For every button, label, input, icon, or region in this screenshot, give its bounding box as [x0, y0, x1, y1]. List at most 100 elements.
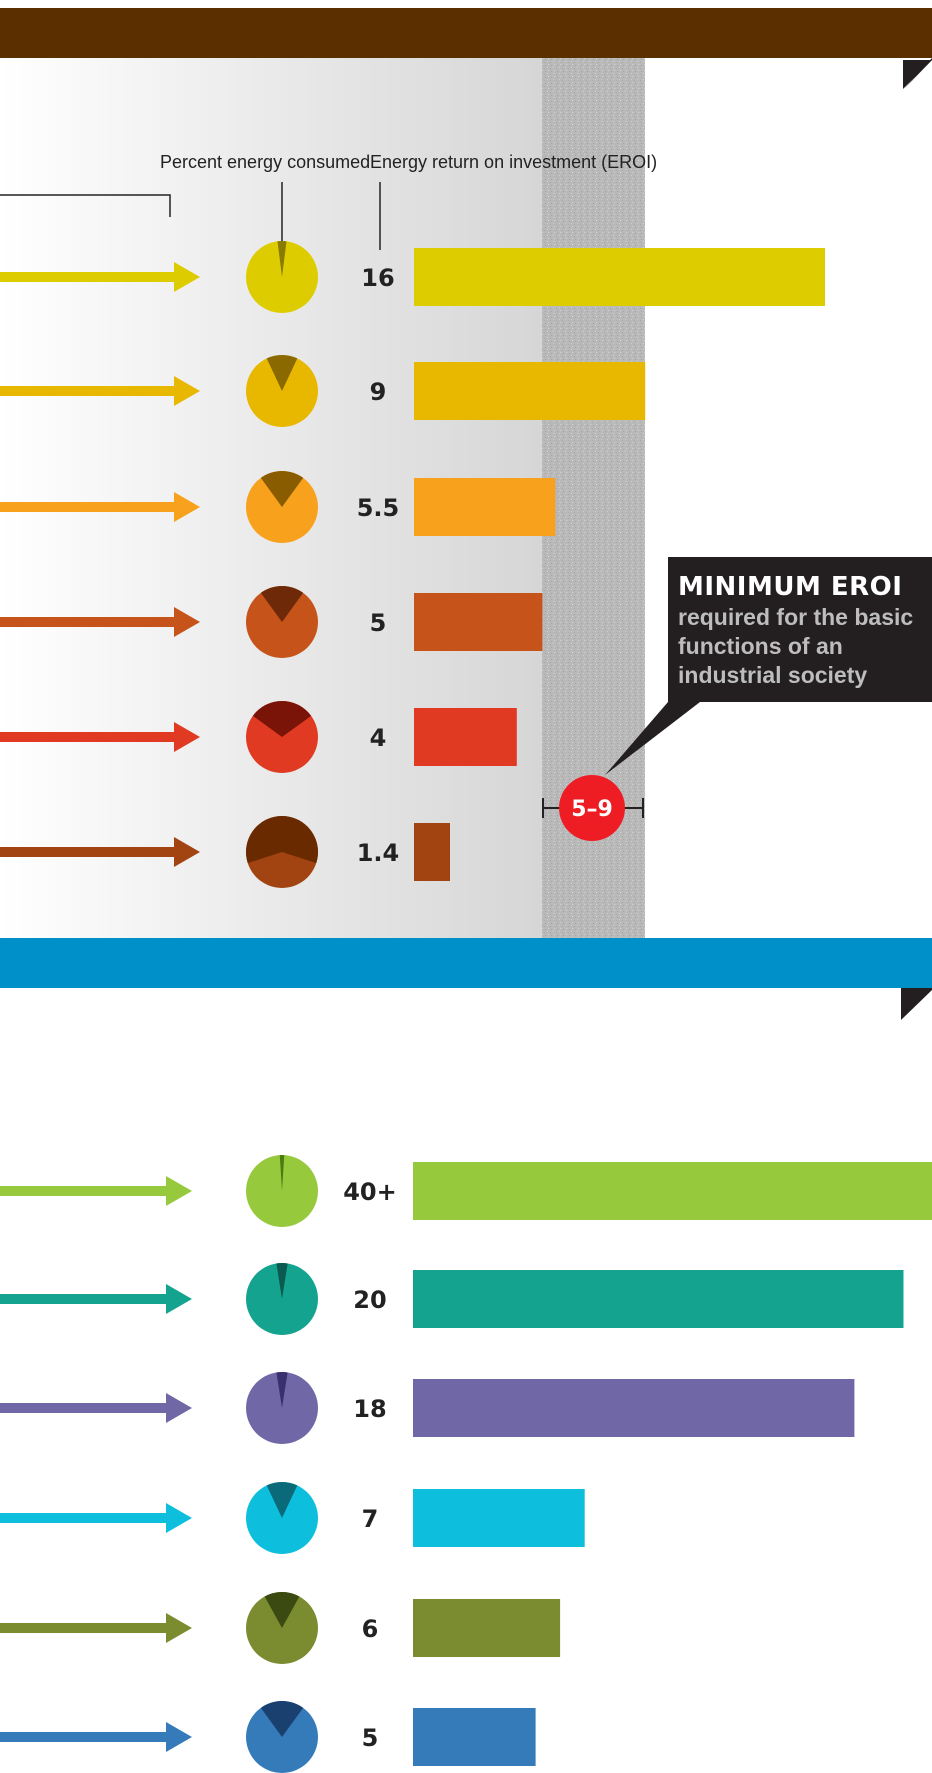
- arrow-shaft: [0, 502, 176, 512]
- value-label-1-1: 16: [361, 264, 394, 292]
- arrow-2-1: [0, 1176, 192, 1206]
- arrow-head: [174, 376, 200, 406]
- range-circle: [559, 775, 625, 841]
- pie-slice: [266, 355, 298, 391]
- arrow-1-5: [0, 722, 200, 752]
- arrow-head: [174, 837, 200, 867]
- arrow-head: [174, 607, 200, 637]
- bar-2-1: [413, 1162, 932, 1220]
- bar-1-2: [414, 362, 646, 420]
- callout-box: [605, 557, 932, 775]
- arrow-head: [174, 722, 200, 752]
- pie-slice: [260, 586, 304, 622]
- percent-energy-label: Percent energy consumed: [160, 152, 370, 172]
- arrow-2-2: [0, 1284, 192, 1314]
- arrow-1-3: [0, 492, 200, 522]
- bar-1-6: [414, 823, 450, 881]
- value-label-1-2: 9: [370, 378, 387, 406]
- pie-slice: [276, 1262, 288, 1299]
- arrow-shaft: [0, 847, 176, 857]
- arrow-1-2: [0, 376, 200, 406]
- value-label-1-5: 4: [370, 724, 387, 752]
- callout-line-2: functions of an: [678, 633, 843, 659]
- pie-slice: [246, 816, 318, 864]
- range-marker: 5–9: [542, 775, 644, 841]
- bar-2-2: [413, 1270, 904, 1328]
- arrow-head: [174, 262, 200, 292]
- arrow-shaft: [0, 1186, 168, 1196]
- pie-slice: [260, 1701, 304, 1737]
- arrow-shaft: [0, 1623, 168, 1633]
- arrow-head: [166, 1393, 192, 1423]
- pie-slice: [260, 471, 304, 507]
- min-eroi-callout: MINIMUM EROI required for the basic func…: [605, 557, 932, 775]
- value-label-2-4: 7: [362, 1505, 379, 1533]
- arrow-head: [166, 1284, 192, 1314]
- pie-2-1: [246, 1154, 318, 1227]
- pie-1-2: [246, 355, 318, 427]
- pie-slice: [276, 1371, 288, 1408]
- pie-2-3: [246, 1371, 318, 1444]
- bar-1-1: [414, 248, 825, 306]
- arrow-2-4: [0, 1503, 192, 1533]
- arrow-shaft: [0, 617, 176, 627]
- bar-2-5: [413, 1599, 561, 1657]
- bar-2-3: [413, 1379, 855, 1437]
- bottom-band: [0, 938, 932, 988]
- pie-slice: [264, 1591, 300, 1628]
- value-label-2-6: 5: [362, 1724, 379, 1752]
- section1-rows: 16 9 5.5 5 4 1.4: [0, 240, 825, 888]
- value-label-1-3: 5.5: [357, 494, 400, 522]
- arrow-head: [166, 1722, 192, 1752]
- bar-2-6: [413, 1708, 536, 1766]
- callout-title: MINIMUM EROI: [678, 572, 902, 602]
- arrow-head: [166, 1176, 192, 1206]
- arrow-shaft: [0, 1513, 168, 1523]
- top-corner-triangle: [903, 60, 932, 89]
- value-label-1-4: 5: [370, 609, 387, 637]
- callout-line-3: industrial society: [678, 662, 867, 688]
- callout-line-1: required for the basic: [678, 604, 913, 630]
- arrow-head: [166, 1503, 192, 1533]
- eroi-label: Energy return on investment (EROI): [370, 152, 657, 172]
- arrow-2-3: [0, 1393, 192, 1423]
- pie-slice: [266, 1482, 298, 1518]
- pie-2-2: [246, 1262, 318, 1335]
- bar-1-4: [414, 593, 543, 651]
- pie-1-1: [246, 240, 318, 313]
- value-label-1-6: 1.4: [357, 839, 400, 867]
- pie-2-5: [246, 1591, 318, 1664]
- pie-1-4: [246, 586, 318, 658]
- pie-1-5: [246, 701, 318, 773]
- pie-2-4: [246, 1482, 318, 1554]
- bottom-corner-triangle: [901, 988, 932, 1020]
- bracket-line: [0, 194, 171, 217]
- pie-1-6: [246, 816, 318, 888]
- arrow-1-1: [0, 262, 200, 292]
- arrow-head: [166, 1613, 192, 1643]
- pie-1-3: [246, 471, 318, 543]
- pie-2-6: [246, 1701, 318, 1773]
- value-label-2-5: 6: [362, 1615, 379, 1643]
- pie-slice: [279, 1154, 285, 1191]
- arrow-shaft: [0, 1732, 168, 1742]
- arrow-shaft: [0, 1403, 168, 1413]
- section2-rows: 40+ 20 18 7 6 5: [0, 1154, 932, 1773]
- arrow-2-5: [0, 1613, 192, 1643]
- arrow-shaft: [0, 1294, 168, 1304]
- range-label: 5–9: [571, 797, 613, 822]
- arrow-1-6: [0, 837, 200, 867]
- pie-slice: [252, 701, 312, 737]
- value-label-2-2: 20: [353, 1286, 386, 1314]
- bar-1-3: [414, 478, 556, 536]
- arrow-2-6: [0, 1722, 192, 1752]
- bar-1-5: [414, 708, 517, 766]
- bar-2-4: [413, 1489, 585, 1547]
- value-label-2-3: 18: [353, 1395, 386, 1423]
- pie-slice: [277, 240, 287, 277]
- top-band: [0, 8, 932, 58]
- arrow-head: [174, 492, 200, 522]
- value-label-2-1: 40+: [343, 1178, 397, 1206]
- arrow-1-4: [0, 607, 200, 637]
